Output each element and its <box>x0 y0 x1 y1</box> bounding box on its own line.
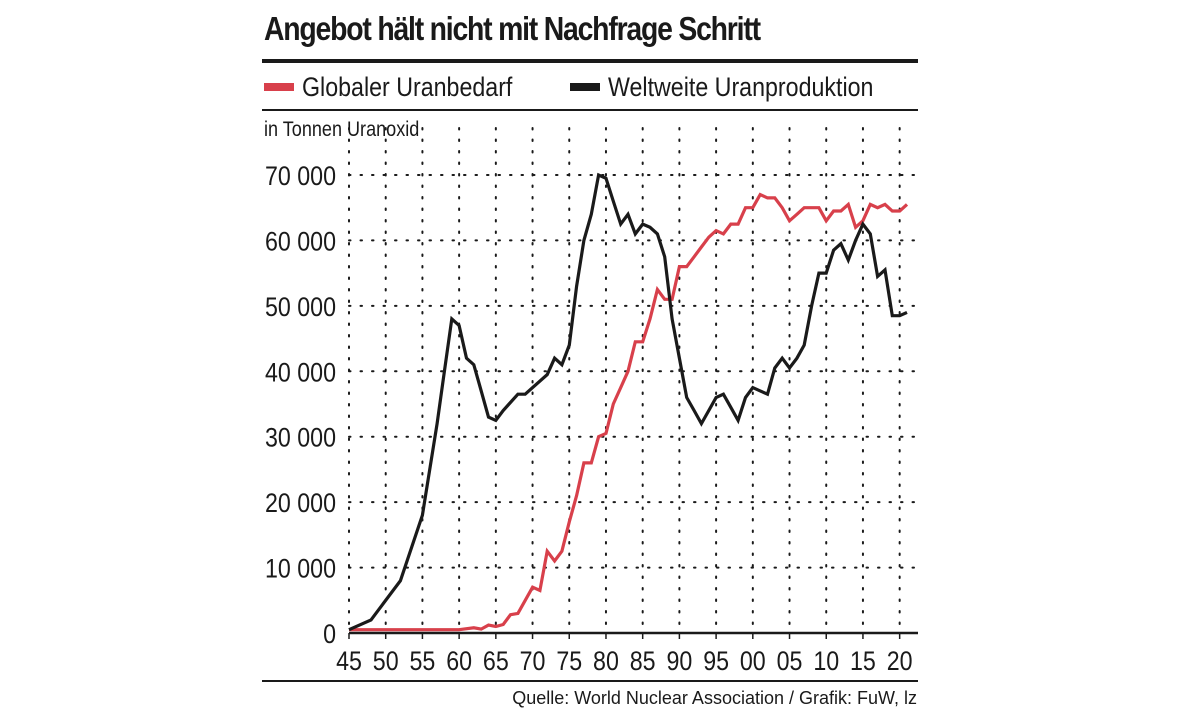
demand-line <box>349 192 909 632</box>
x-tick-label: 70 <box>520 646 546 676</box>
legend-rule <box>262 109 918 111</box>
legend-swatch-demand <box>264 83 294 91</box>
x-tick-label: 20 <box>887 646 913 676</box>
legend-label-demand: Globaler Uranbedarf <box>302 71 513 102</box>
production-line <box>348 172 908 632</box>
footer-rule <box>262 680 918 682</box>
legend-item-demand: Globaler Uranbedarf <box>264 70 547 104</box>
y-tick-label: 10 000 <box>265 554 336 584</box>
x-tick-label: 45 <box>336 646 362 676</box>
x-tick-label: 05 <box>777 646 803 676</box>
chart-title: Angebot hält nicht mit Nachfrage Schritt <box>264 10 761 47</box>
x-tick-label: 15 <box>850 646 876 676</box>
x-tick-label: 65 <box>483 646 509 676</box>
source-credit: Quelle: World Nuclear Association / Graf… <box>512 688 917 708</box>
x-tick-label: 95 <box>703 646 729 676</box>
x-tick-label: 75 <box>556 646 582 676</box>
x-tick-label: 00 <box>740 646 766 676</box>
y-tick-label: 40 000 <box>265 358 336 388</box>
y-axis-unit-label: in Tonnen Uranoxid <box>264 118 420 141</box>
legend-label-production: Weltweite Uranproduktion <box>608 71 874 102</box>
legend-item-production: Weltweite Uranproduktion <box>570 70 917 104</box>
y-tick-label: 70 000 <box>265 161 336 191</box>
title-rule <box>262 59 918 63</box>
y-tick-label: 50 000 <box>265 292 336 322</box>
x-tick-label: 10 <box>813 646 839 676</box>
x-tick-label: 90 <box>666 646 692 676</box>
y-tick-label: 60 000 <box>265 227 336 257</box>
y-tick-label: 30 000 <box>265 423 336 453</box>
x-tick-label: 80 <box>593 646 619 676</box>
y-tick-label: 0 <box>323 619 336 649</box>
x-tick-label: 60 <box>446 646 472 676</box>
x-tick-label: 55 <box>410 646 436 676</box>
y-tick-label: 20 000 <box>265 489 336 519</box>
legend-swatch-production <box>570 83 600 91</box>
x-tick-label: 50 <box>373 646 399 676</box>
x-tick-label: 85 <box>630 646 656 676</box>
